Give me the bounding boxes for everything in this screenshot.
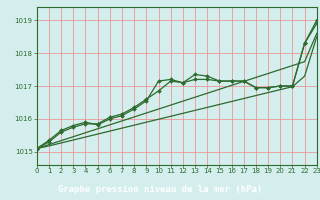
Text: Graphe pression niveau de la mer (hPa): Graphe pression niveau de la mer (hPa) <box>58 185 262 194</box>
